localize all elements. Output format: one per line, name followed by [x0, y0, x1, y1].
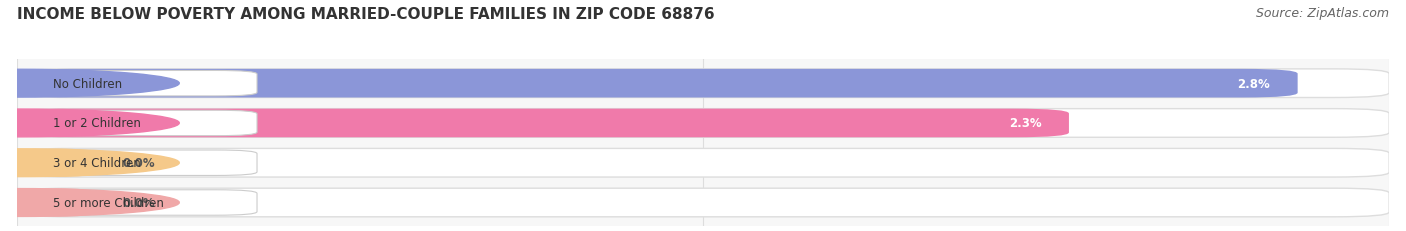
- FancyBboxPatch shape: [20, 190, 257, 215]
- Text: 2.3%: 2.3%: [1010, 117, 1042, 130]
- FancyBboxPatch shape: [17, 109, 1389, 138]
- FancyBboxPatch shape: [20, 71, 257, 97]
- FancyBboxPatch shape: [17, 149, 1389, 177]
- Text: No Children: No Children: [53, 77, 122, 90]
- Circle shape: [0, 189, 179, 216]
- Text: 0.0%: 0.0%: [122, 157, 155, 170]
- Text: Source: ZipAtlas.com: Source: ZipAtlas.com: [1256, 7, 1389, 20]
- Text: 2.8%: 2.8%: [1237, 77, 1270, 90]
- FancyBboxPatch shape: [20, 111, 257, 136]
- Circle shape: [0, 149, 179, 177]
- Circle shape: [0, 109, 179, 137]
- Text: 5 or more Children: 5 or more Children: [53, 196, 165, 209]
- Text: 0.0%: 0.0%: [122, 196, 155, 209]
- FancyBboxPatch shape: [17, 109, 1069, 138]
- Text: 3 or 4 Children: 3 or 4 Children: [53, 157, 141, 170]
- Circle shape: [0, 70, 179, 98]
- FancyBboxPatch shape: [17, 188, 1389, 217]
- Text: 1 or 2 Children: 1 or 2 Children: [53, 117, 142, 130]
- FancyBboxPatch shape: [17, 188, 100, 217]
- Text: INCOME BELOW POVERTY AMONG MARRIED-COUPLE FAMILIES IN ZIP CODE 68876: INCOME BELOW POVERTY AMONG MARRIED-COUPL…: [17, 7, 714, 22]
- FancyBboxPatch shape: [17, 149, 100, 177]
- FancyBboxPatch shape: [17, 70, 1389, 98]
- FancyBboxPatch shape: [20, 150, 257, 176]
- FancyBboxPatch shape: [17, 70, 1298, 98]
